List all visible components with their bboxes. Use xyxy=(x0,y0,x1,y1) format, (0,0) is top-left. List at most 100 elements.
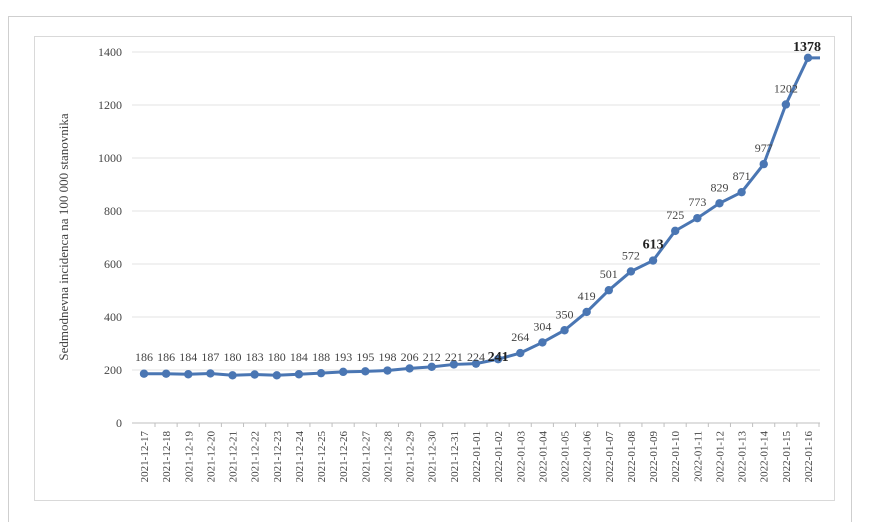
data-label: 773 xyxy=(688,195,706,209)
x-axis-ticks: 2021-12-17 2021-12-18 2021-12-19 2021-12-20… xyxy=(139,423,820,483)
data-label: 186 xyxy=(135,350,153,364)
x-tick-label: 2021-12-19 xyxy=(183,431,195,483)
data-label: 221 xyxy=(445,350,463,364)
data-point xyxy=(582,307,591,317)
x-tick-label: 2022-01-10 xyxy=(670,431,682,483)
data-point xyxy=(715,199,724,208)
y-tick-label: 400 xyxy=(104,310,122,324)
data-label: 241 xyxy=(488,350,509,365)
data-point xyxy=(206,369,215,378)
x-tick-label: 2022-01-05 xyxy=(560,431,572,483)
y-tick-label: 800 xyxy=(104,204,122,218)
x-tick-label: 2022-01-11 xyxy=(692,431,704,482)
data-label: 212 xyxy=(423,350,441,364)
y-tick-label: 600 xyxy=(104,257,122,271)
data-label: 613 xyxy=(643,238,664,253)
data-point xyxy=(626,267,636,276)
x-tick-label: 2021-12-21 xyxy=(228,431,240,482)
data-labels: 186 186 184 187 180 183 180 184 188 193 195 198 206 2… xyxy=(135,40,821,365)
data-point xyxy=(405,364,414,373)
data-point xyxy=(383,366,392,375)
data-point xyxy=(538,338,547,347)
data-point xyxy=(294,370,304,379)
data-label: 350 xyxy=(556,307,574,321)
x-tick-label: 2021-12-18 xyxy=(161,431,173,483)
y-tick-label: 200 xyxy=(104,363,122,377)
x-tick-label: 2022-01-14 xyxy=(759,431,771,483)
data-point xyxy=(161,369,171,378)
data-label: 304 xyxy=(533,319,551,333)
data-label: 725 xyxy=(666,208,684,222)
x-tick-label: 2021-12-27 xyxy=(360,431,372,483)
data-label: 1378 xyxy=(793,40,821,55)
data-label: 264 xyxy=(511,330,529,344)
data-point xyxy=(427,362,436,372)
data-points xyxy=(139,53,813,380)
data-label: 501 xyxy=(600,267,618,281)
y-tick-label: 1400 xyxy=(98,45,122,59)
x-tick-label: 2022-01-04 xyxy=(537,431,549,483)
data-label: 180 xyxy=(224,350,242,364)
data-point xyxy=(759,159,768,169)
x-tick-label: 2022-01-12 xyxy=(714,431,726,482)
y-axis-label: Sedmodnevna incidenca na 100 000 stanovn… xyxy=(56,113,71,361)
data-point xyxy=(648,256,658,265)
data-point xyxy=(272,371,281,380)
data-label: 977 xyxy=(755,141,773,155)
x-tick-label: 2022-01-07 xyxy=(604,431,616,483)
x-tick-label: 2022-01-13 xyxy=(737,431,749,483)
x-tick-label: 2021-12-28 xyxy=(382,431,394,483)
data-point xyxy=(493,354,503,364)
x-tick-label: 2021-12-17 xyxy=(139,431,151,483)
data-label: 224 xyxy=(467,350,485,364)
data-label: 419 xyxy=(578,289,596,303)
x-tick-label: 2022-01-03 xyxy=(515,431,527,483)
y-axis-ticks: 0 200 400 600 800 1000 1200 1400 xyxy=(98,45,122,430)
x-tick-label: 2021-12-29 xyxy=(405,431,417,483)
data-label: 572 xyxy=(622,248,640,262)
data-point xyxy=(250,370,259,379)
data-point xyxy=(671,226,680,236)
x-tick-label: 2022-01-16 xyxy=(803,431,815,483)
data-point xyxy=(471,359,481,368)
x-tick-label: 2021-12-20 xyxy=(205,431,217,483)
data-label: 1202 xyxy=(774,81,798,95)
x-tick-label: 2021-12-24 xyxy=(294,431,306,483)
x-tick-label: 2021-12-26 xyxy=(338,431,350,483)
y-tick-label: 1000 xyxy=(98,151,122,165)
data-point xyxy=(184,370,193,379)
data-label: 184 xyxy=(290,350,308,364)
data-label: 186 xyxy=(157,350,175,364)
data-label: 184 xyxy=(179,350,197,364)
data-point xyxy=(339,367,348,377)
x-tick-label: 2021-12-30 xyxy=(427,431,439,483)
data-point xyxy=(693,213,702,223)
data-label: 206 xyxy=(401,350,419,364)
x-tick-label: 2022-01-02 xyxy=(493,431,505,482)
data-point xyxy=(516,348,525,358)
data-point xyxy=(737,187,746,197)
x-tick-label: 2022-01-06 xyxy=(582,431,594,483)
data-label: 187 xyxy=(201,350,219,364)
y-tick-label: 0 xyxy=(116,416,122,430)
data-label: 829 xyxy=(710,180,728,194)
x-tick-label: 2022-01-08 xyxy=(626,431,638,483)
data-point xyxy=(139,369,149,378)
data-label: 193 xyxy=(334,350,352,364)
data-label: 198 xyxy=(378,350,396,364)
x-tick-label: 2021-12-31 xyxy=(449,431,461,482)
data-point xyxy=(228,371,237,380)
data-point xyxy=(449,360,459,369)
x-tick-label: 2022-01-09 xyxy=(648,431,660,483)
data-point xyxy=(781,100,791,109)
y-tick-label: 1200 xyxy=(98,98,122,112)
x-tick-label: 2022-01-15 xyxy=(781,431,793,483)
x-tick-label: 2021-12-22 xyxy=(250,431,262,482)
data-point xyxy=(361,367,370,376)
x-tick-label: 2022-01-01 xyxy=(471,431,483,482)
data-point xyxy=(604,286,613,295)
data-label: 183 xyxy=(246,350,264,364)
data-point xyxy=(316,368,326,378)
x-tick-label: 2021-12-23 xyxy=(272,431,284,483)
